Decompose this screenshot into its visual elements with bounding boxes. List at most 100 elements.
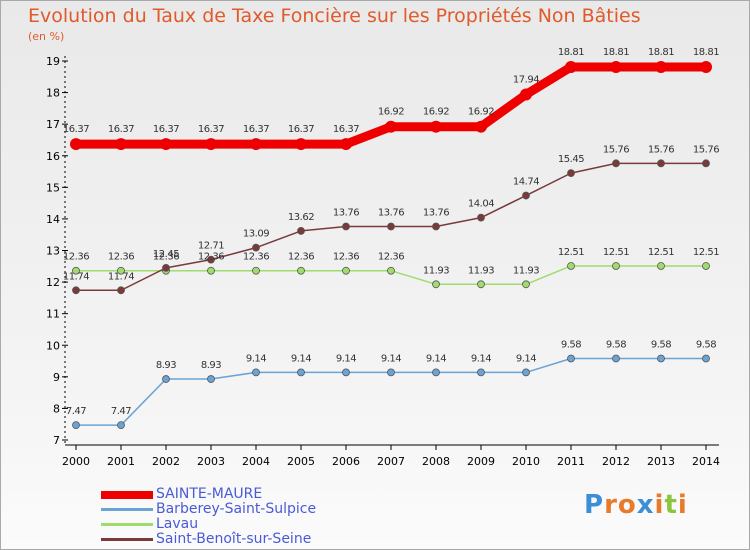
data-label: 16.92: [423, 107, 449, 118]
data-label: 12.36: [153, 252, 179, 263]
data-label: 12.36: [198, 252, 224, 263]
data-label: 14.04: [468, 199, 494, 210]
y-tick-label: 7: [53, 434, 60, 447]
data-label: 15.76: [648, 144, 674, 155]
data-point: [252, 243, 260, 252]
data-point: [117, 266, 125, 275]
data-label: 9.14: [336, 353, 356, 364]
y-tick-label: 14: [46, 213, 60, 226]
data-point: [702, 354, 710, 363]
x-tick-label: 2001: [107, 455, 135, 468]
data-point: [250, 138, 262, 151]
data-label: 16.37: [243, 124, 269, 135]
logo-letter: x: [636, 490, 655, 520]
data-point: [252, 368, 260, 377]
data-point: [567, 169, 575, 178]
legend-swatch: [101, 538, 153, 541]
data-point: [657, 354, 665, 363]
data-point: [702, 159, 710, 168]
data-point: [567, 262, 575, 270]
data-label: 9.14: [471, 353, 491, 364]
logo-letter: t: [664, 490, 678, 520]
data-point: [385, 120, 397, 133]
data-point: [72, 286, 80, 295]
data-point: [655, 61, 667, 74]
data-label: 12.36: [243, 252, 269, 263]
data-label: 9.14: [246, 353, 266, 364]
data-point: [160, 138, 172, 151]
data-point: [342, 368, 350, 377]
logo-letter: r: [604, 490, 618, 520]
data-point: [522, 368, 530, 377]
data-point: [565, 61, 577, 74]
x-tick-label: 2000: [62, 455, 90, 468]
y-tick-label: 19: [46, 55, 60, 68]
data-label: 9.14: [291, 353, 311, 364]
data-label: 18.81: [603, 47, 629, 58]
y-tick-label: 8: [53, 402, 60, 415]
data-label: 11.74: [63, 271, 89, 282]
x-tick-label: 2013: [647, 455, 675, 468]
data-point: [612, 262, 620, 270]
data-point: [115, 138, 127, 151]
data-label: 13.76: [333, 207, 359, 218]
data-label: 8.93: [156, 360, 176, 371]
x-tick-label: 2005: [287, 455, 315, 468]
data-point: [207, 266, 215, 275]
data-point: [252, 266, 260, 275]
x-tick-label: 2003: [197, 455, 225, 468]
y-tick-label: 17: [46, 118, 60, 131]
data-label: 16.37: [198, 124, 224, 135]
data-labels: 16.37 16.37 16.37 16.37 16.37 16.37 16.37 16.92…: [63, 47, 720, 417]
data-label: 11.93: [423, 265, 449, 276]
legend-label: Lavau: [156, 516, 199, 532]
legend-item: Barberey-Saint-Sulpice: [101, 501, 401, 517]
data-point: [657, 159, 665, 168]
legend-item: SAINTE-MAURE: [101, 486, 401, 502]
data-label: 7.47: [111, 406, 131, 417]
data-label: 9.58: [561, 340, 581, 351]
data-point: [612, 354, 620, 363]
x-tick-label: 2004: [242, 455, 270, 468]
data-point: [432, 222, 440, 231]
data-point: [477, 368, 485, 377]
data-label: 18.81: [558, 47, 584, 58]
data-point: [387, 222, 395, 231]
data-point: [387, 266, 395, 275]
series-lavau: [72, 262, 710, 289]
data-point: [700, 61, 712, 74]
data-point: [162, 263, 170, 272]
data-label: 11.74: [108, 271, 134, 282]
proxiti-logo: Proxiti: [584, 490, 688, 520]
data-point: [477, 280, 485, 289]
y-tick-label: 15: [46, 181, 60, 194]
legend-swatch: [101, 523, 153, 526]
data-label: 11.93: [513, 265, 539, 276]
data-point: [117, 286, 125, 295]
data-label: 16.37: [333, 124, 359, 135]
legend-label: Barberey-Saint-Sulpice: [156, 501, 317, 517]
data-label: 9.58: [696, 340, 716, 351]
data-point: [117, 421, 125, 430]
axes: 7 8 9 10 11 12 13 14 15 16 17 18 19 2000 2001 2002 2003 2…: [46, 55, 720, 468]
series-layer: [70, 61, 712, 430]
y-tick-label: 10: [46, 339, 60, 352]
legend-swatch: [101, 508, 153, 511]
data-label: 13.76: [423, 207, 449, 218]
x-tick-label: 2007: [377, 455, 405, 468]
series-barberey-saint-sulpice: [72, 354, 710, 430]
data-point: [432, 280, 440, 289]
data-label: 12.51: [693, 247, 719, 258]
data-point: [207, 375, 215, 383]
data-label: 9.58: [651, 340, 671, 351]
data-label: 18.81: [648, 47, 674, 58]
data-label: 16.37: [108, 124, 134, 135]
x-tick-label: 2010: [512, 455, 540, 468]
x-tick-label: 2011: [557, 455, 585, 468]
legend-item: Lavau: [101, 516, 401, 532]
data-point: [162, 375, 170, 383]
series-saint-beno-t-sur-seine: [72, 159, 710, 295]
data-point: [295, 138, 307, 151]
data-label: 12.51: [648, 247, 674, 258]
